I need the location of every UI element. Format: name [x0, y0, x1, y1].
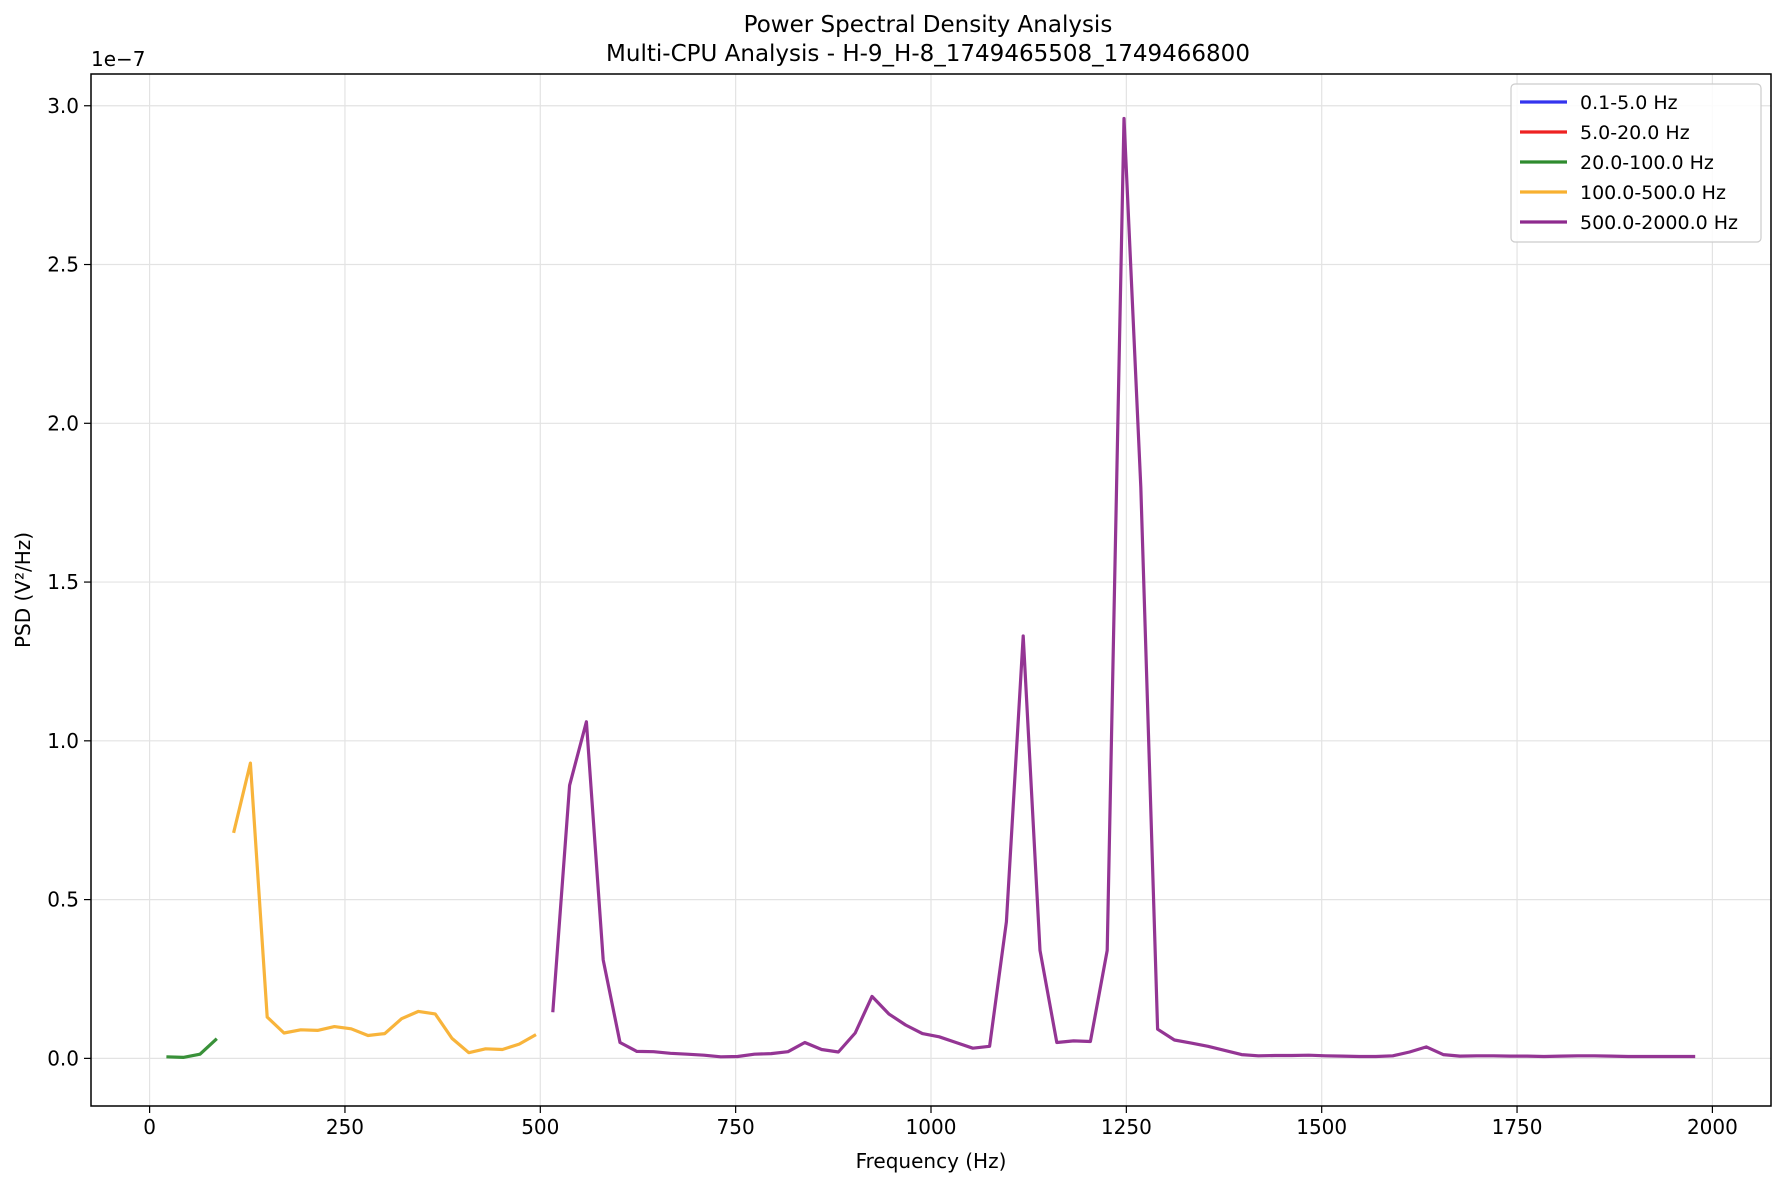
chart-subtitle: Multi-CPU Analysis - H-9_H-8_1749465508_…	[606, 41, 1250, 67]
y-tick-label: 1.5	[47, 570, 79, 594]
chart-title: Power Spectral Density Analysis	[744, 12, 1113, 38]
x-tick-label: 2000	[1687, 1115, 1738, 1139]
legend-label: 500.0-2000.0 Hz	[1580, 212, 1738, 234]
y-tick-label: 2.0	[47, 411, 79, 435]
x-axis-label: Frequency (Hz)	[856, 1149, 1007, 1173]
x-tick-label: 750	[717, 1115, 755, 1139]
y-tick-label: 2.5	[47, 253, 79, 277]
x-tick-label: 500	[521, 1115, 559, 1139]
legend-label: 100.0-500.0 Hz	[1580, 182, 1726, 204]
x-tick-label: 1250	[1101, 1115, 1152, 1139]
y-offset-label: 1e−7	[91, 47, 146, 71]
grid-lines	[91, 74, 1771, 1106]
legend-label: 5.0-20.0 Hz	[1580, 122, 1690, 144]
y-axis-ticks: 0.0 0.5 1.0 1.5 2.0 2.5 3.0	[47, 94, 91, 1070]
y-tick-label: 0.0	[47, 1046, 79, 1070]
y-tick-label: 1.0	[47, 729, 79, 753]
y-tick-label: 0.5	[47, 888, 79, 912]
series-line-3	[166, 1037, 218, 1060]
x-tick-label: 0	[143, 1115, 156, 1139]
legend: 0.1-5.0 Hz 5.0-20.0 Hz 20.0-100.0 Hz 100.0-…	[1510, 83, 1762, 243]
x-tick-label: 1000	[906, 1115, 957, 1139]
series-lines	[166, 116, 1696, 1060]
legend-label: 0.1-5.0 Hz	[1580, 92, 1678, 114]
x-tick-label: 1500	[1296, 1115, 1347, 1139]
x-tick-label: 1750	[1492, 1115, 1543, 1139]
legend-label: 20.0-100.0 Hz	[1580, 152, 1714, 174]
series-line-4	[232, 761, 537, 1055]
legend-box	[1510, 83, 1762, 243]
y-axis-label: PSD (V²/Hz)	[11, 532, 35, 648]
x-tick-label: 250	[326, 1115, 364, 1139]
y-tick-label: 3.0	[47, 94, 79, 118]
series-line-5	[551, 116, 1696, 1059]
x-axis-ticks: 0 250 500 750 1000 1250 1500 1750 2000	[143, 1106, 1738, 1139]
